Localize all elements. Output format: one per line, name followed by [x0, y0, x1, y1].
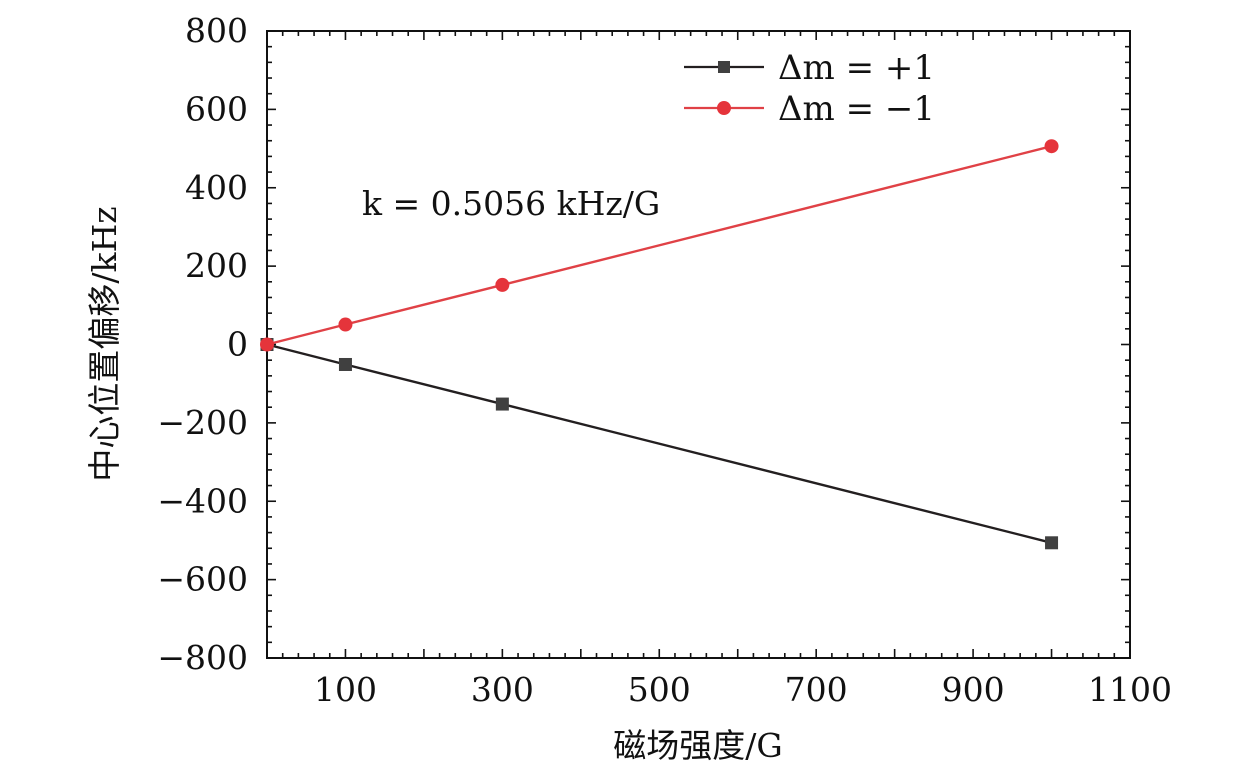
legend-label-0: Δm = +1 [778, 48, 935, 88]
series-0-point [495, 397, 509, 411]
x-tick-label: 500 [628, 670, 691, 709]
series-line-1 [266, 145, 1052, 346]
series-1-point [1044, 139, 1059, 154]
y-tick-label: 600 [185, 89, 248, 128]
legend-marker-1 [717, 101, 731, 115]
y-tick-label: 400 [185, 168, 248, 207]
plot-frame [266, 30, 1131, 659]
x-tick-label: 900 [942, 670, 1005, 709]
x-tick-label: 300 [471, 670, 534, 709]
y-tick-label: 200 [185, 246, 248, 285]
legend-marker-0 [718, 61, 730, 73]
y-tick-label: 800 [185, 11, 248, 50]
x-tick-label: 100 [314, 670, 377, 709]
y-tick-label: −800 [157, 638, 248, 677]
series-1-point [495, 277, 510, 292]
x-tick-label: 700 [785, 670, 848, 709]
axis-ticks [266, 30, 1131, 659]
series-0-point [1045, 536, 1059, 550]
tick-labels: 100 300 500 700 900 1100 800 600 400 200 0 −200 −400… [157, 11, 1172, 709]
series-1-point [260, 337, 274, 352]
y-axis-title: 中心位置偏移/kHz [85, 206, 124, 481]
series-layer [260, 139, 1059, 550]
slope-annotation: k = 0.5056 kHz/G [362, 184, 660, 223]
legend: Δm = +1 Δm = −1 [684, 48, 935, 129]
series-1-point [338, 317, 353, 332]
y-tick-label: −600 [157, 560, 248, 599]
legend-label-1: Δm = −1 [778, 89, 935, 129]
x-axis-title: 磁场强度/G [613, 726, 782, 765]
series-0-point [338, 357, 352, 371]
series-line-0 [266, 343, 1052, 544]
y-tick-label: 0 [227, 325, 248, 364]
x-tick-label: 1100 [1088, 670, 1172, 709]
y-tick-label: −200 [157, 403, 248, 442]
y-tick-label: −400 [157, 481, 248, 520]
